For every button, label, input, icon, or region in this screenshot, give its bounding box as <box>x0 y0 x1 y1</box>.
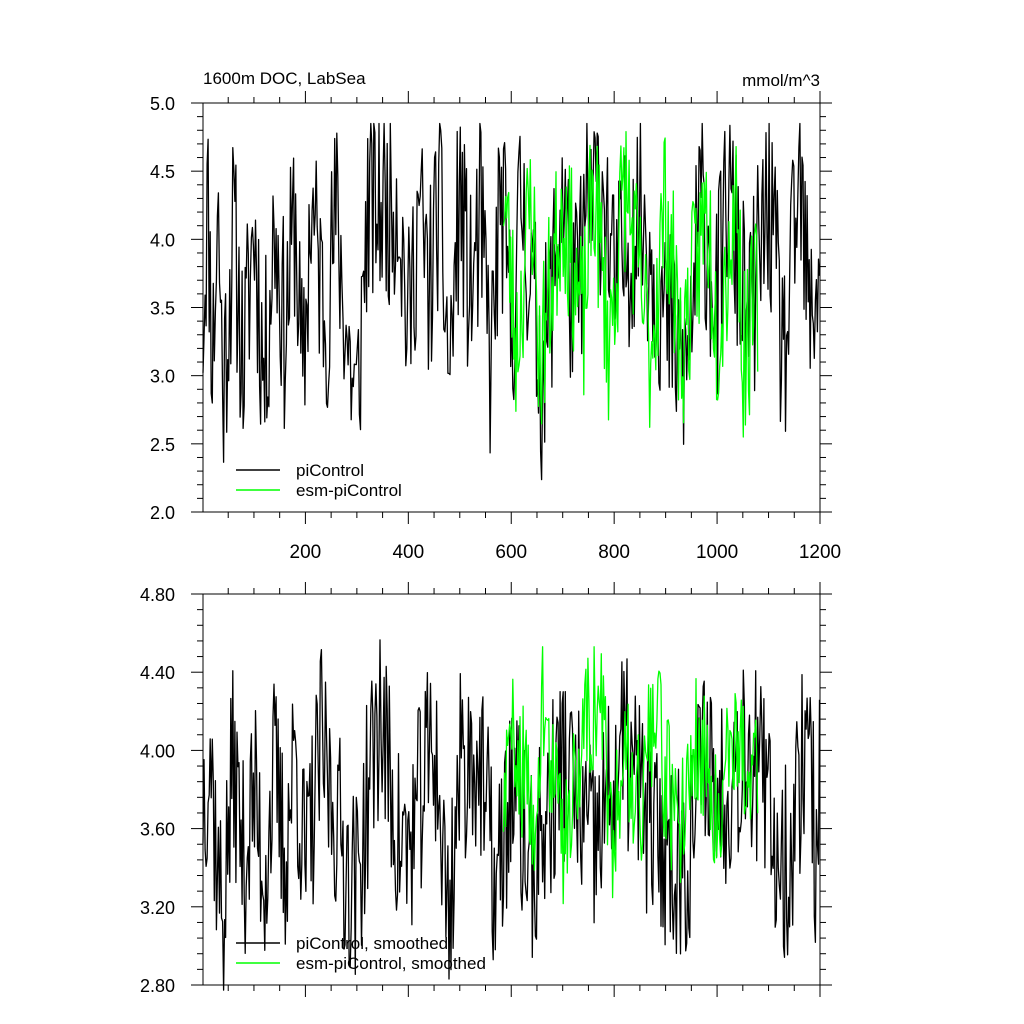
legend-label: esm-piControl <box>296 481 402 500</box>
x-tick-label: 1000 <box>696 542 738 563</box>
x-tick-label: 1200 <box>799 542 841 563</box>
y-tick-label: 3.0 <box>150 367 175 387</box>
series-line-picontrol <box>202 122 821 481</box>
y-tick-label: 4.80 <box>140 585 175 605</box>
top-panel: 1600m DOC, LabSea mmol/m^3 200 400 600 800 1… <box>150 69 841 563</box>
x-tick-label: 600 <box>495 542 527 563</box>
y-tick-label: 4.40 <box>140 663 175 683</box>
y-tick-label: 5.0 <box>150 94 175 114</box>
y-tick-label: 4.5 <box>150 162 175 182</box>
legend-label: piControl, smoothed <box>296 934 448 953</box>
series-line-esm-picontrol <box>502 131 759 438</box>
y-tick-label: 3.5 <box>150 299 175 319</box>
y-tick-label: 4.0 <box>150 230 175 250</box>
x-tick-label: 200 <box>290 542 322 563</box>
y-tick-label: 2.80 <box>140 976 175 996</box>
series-line-esm-picontrol <box>502 646 759 905</box>
bottom-panel: 2.80 3.20 3.60 4.00 4.40 4.80 piControl, smoot… <box>140 582 832 997</box>
chart-units: mmol/m^3 <box>742 71 820 90</box>
chart-title: 1600m DOC, LabSea <box>203 69 366 88</box>
y-tick-label: 3.60 <box>140 820 175 840</box>
y-tick-label: 4.00 <box>140 741 175 761</box>
x-tick-label: 400 <box>392 542 424 563</box>
y-tick-label: 2.0 <box>150 503 175 523</box>
y-tick-label: 3.20 <box>140 898 175 918</box>
y-tick-label: 2.5 <box>150 435 175 455</box>
legend-label: esm-piControl, smoothed <box>296 954 486 973</box>
legend-label: piControl <box>296 461 364 480</box>
x-tick-label: 800 <box>598 542 630 563</box>
